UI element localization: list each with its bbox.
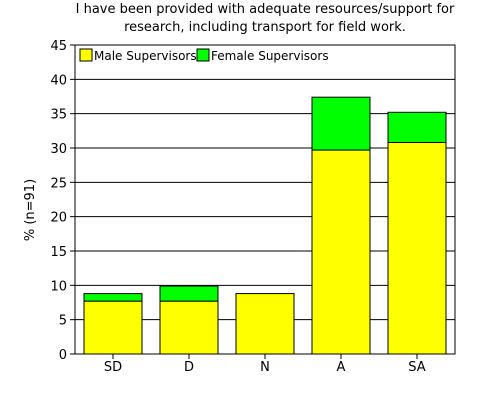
y-tick-label: 0 bbox=[59, 348, 67, 363]
y-tick-label: 35 bbox=[50, 108, 67, 123]
bar-sd-series-1 bbox=[84, 294, 142, 302]
legend-swatch bbox=[80, 49, 92, 61]
y-tick-label: 20 bbox=[50, 211, 67, 226]
bar-sa-series-1 bbox=[388, 112, 446, 142]
y-tick-label: 15 bbox=[50, 245, 67, 260]
legend-label: Male Supervisors bbox=[94, 49, 197, 63]
y-tick-label: 10 bbox=[50, 279, 67, 294]
bar-sd-series-0 bbox=[84, 301, 142, 354]
legend-label: Female Supervisors bbox=[211, 49, 329, 63]
bar-sa-series-0 bbox=[388, 143, 446, 354]
legend-swatch bbox=[197, 49, 209, 61]
bar-a-series-1 bbox=[312, 97, 370, 150]
bar-a-series-0 bbox=[312, 150, 370, 354]
y-tick-label: 45 bbox=[50, 39, 67, 54]
x-tick-label: SD bbox=[104, 360, 122, 375]
bar-d-series-1 bbox=[160, 286, 218, 301]
legend: Male Supervisors Female Supervisors bbox=[80, 49, 329, 63]
x-tick-label: SA bbox=[408, 360, 425, 375]
bars bbox=[84, 97, 446, 354]
bar-n-series-0 bbox=[236, 294, 294, 354]
x-tick-label: D bbox=[184, 360, 194, 375]
x-tick-label: N bbox=[260, 360, 270, 375]
y-tick-label: 5 bbox=[59, 314, 67, 329]
y-axis-label: % (n=91) bbox=[23, 179, 38, 241]
y-tick-label: 30 bbox=[50, 142, 67, 157]
y-tick-label: 40 bbox=[50, 73, 67, 88]
x-tick-label: A bbox=[337, 360, 346, 375]
y-tick-label: 25 bbox=[50, 176, 67, 191]
bar-d-series-0 bbox=[160, 301, 218, 354]
